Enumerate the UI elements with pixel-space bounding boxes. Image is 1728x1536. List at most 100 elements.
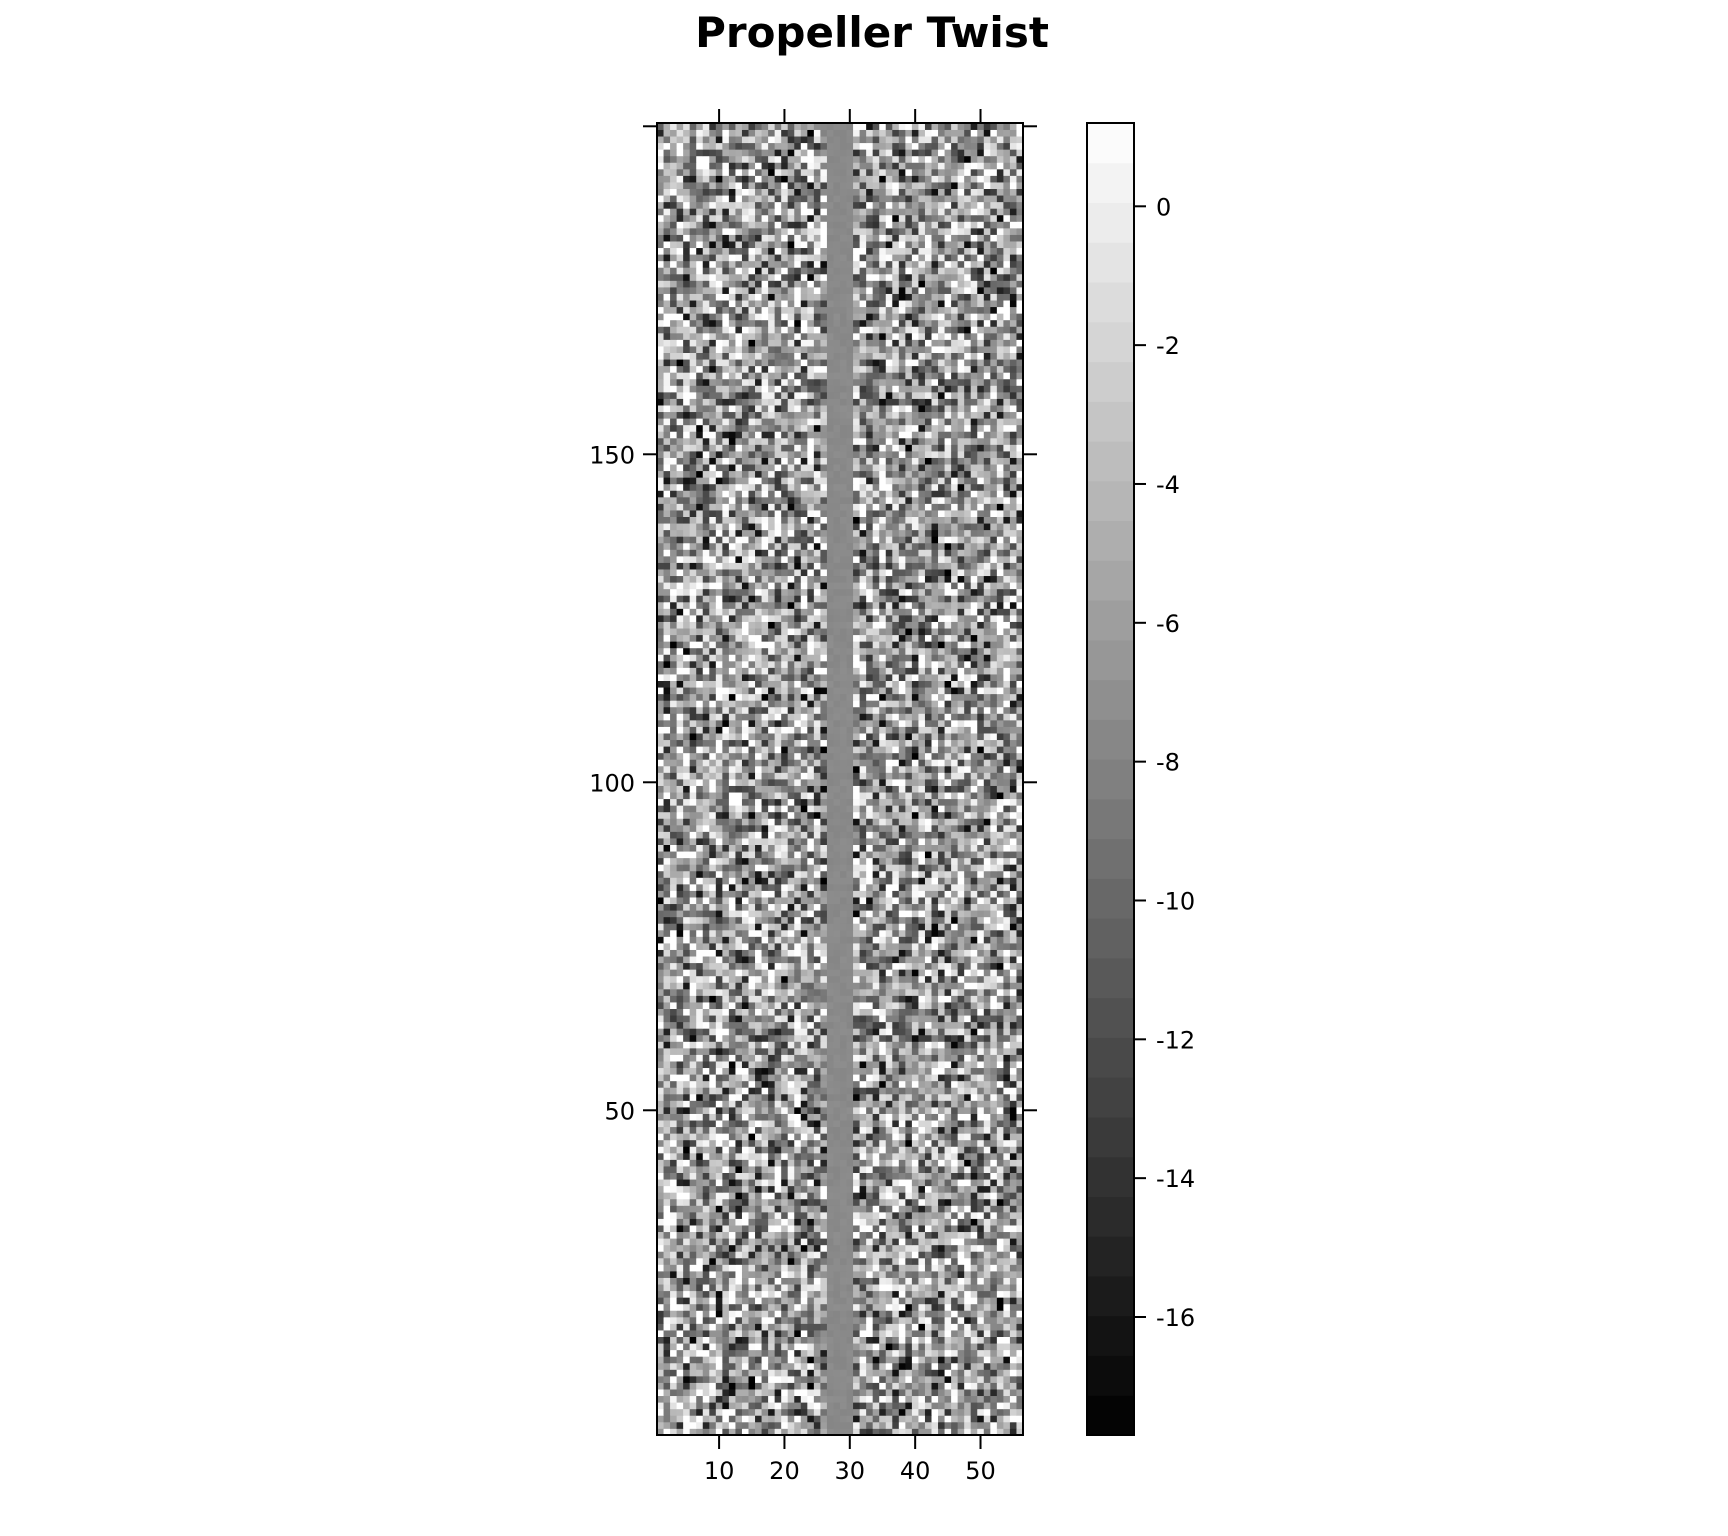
heatmap-cell (728, 1428, 736, 1436)
heatmap-cell (722, 1251, 730, 1259)
heatmap-cell (781, 956, 789, 964)
heatmap-cell (735, 897, 743, 905)
heatmap-cell (872, 1316, 880, 1324)
heatmap-cell (774, 1041, 782, 1049)
heatmap-cell (689, 1047, 697, 1055)
heatmap-cell (1009, 1369, 1017, 1377)
heatmap-cell (853, 1343, 861, 1351)
heatmap-cell (722, 1362, 730, 1370)
heatmap-cell (696, 1100, 704, 1108)
heatmap-cell (905, 1100, 913, 1108)
heatmap-cell (905, 1218, 913, 1226)
heatmap-cell (735, 1002, 743, 1009)
heatmap-cell (728, 877, 736, 885)
heatmap-cell (944, 1277, 952, 1285)
heatmap-cell (931, 949, 939, 957)
heatmap-cell (722, 883, 730, 891)
heatmap-cell (879, 1034, 887, 1042)
heatmap-cell (833, 1159, 841, 1167)
heatmap-cell (905, 1257, 913, 1265)
heatmap-cell (709, 962, 717, 970)
heatmap-cell (1009, 962, 1017, 970)
heatmap-cell (807, 864, 815, 872)
heatmap-cell (872, 1231, 880, 1239)
heatmap-cell (676, 936, 684, 944)
heatmap-cell (859, 1047, 867, 1055)
heatmap-cell (800, 1120, 808, 1128)
heatmap-cell (938, 949, 945, 957)
heatmap-cell (859, 1133, 867, 1141)
heatmap-cell (787, 1192, 795, 1200)
heatmap-cell (924, 1211, 932, 1219)
heatmap-cell (898, 1408, 906, 1416)
heatmap-cell (702, 1231, 710, 1239)
heatmap-cell (931, 1395, 939, 1403)
heatmap-cell (670, 1107, 678, 1114)
heatmap-cell (663, 949, 671, 957)
heatmap-cell (833, 1349, 841, 1357)
heatmap-cell (833, 1054, 841, 1062)
heatmap-cell (938, 1421, 945, 1429)
heatmap-cell (866, 1323, 874, 1331)
heatmap-cell (1009, 1408, 1017, 1416)
heatmap-cell (885, 1369, 893, 1377)
heatmap-cell (905, 916, 913, 924)
heatmap-cell (657, 1021, 664, 1029)
heatmap-cell (689, 1336, 697, 1344)
heatmap-cell (898, 1415, 906, 1423)
heatmap-cell (787, 1074, 795, 1082)
heatmap-cell (1009, 1028, 1017, 1036)
heatmap-cell (1016, 1041, 1024, 1049)
heatmap-cell (911, 1290, 919, 1298)
heatmap-cell (990, 956, 998, 964)
heatmap-cell (768, 1415, 776, 1423)
heatmap-cell (931, 1120, 939, 1128)
heatmap-cell (663, 1356, 671, 1364)
heatmap-cell (840, 1166, 847, 1173)
heatmap-cell (676, 1284, 684, 1292)
heatmap-cell (781, 1047, 789, 1055)
heatmap-cell (866, 1362, 874, 1370)
heatmap-cell (761, 1343, 769, 1351)
heatmap-cell (800, 1185, 808, 1193)
heatmap-cell (696, 1428, 704, 1436)
heatmap-cell (741, 1257, 749, 1265)
heatmap-cell (735, 1054, 743, 1062)
heatmap-cell (670, 1120, 678, 1128)
heatmap-cell (800, 1375, 808, 1383)
heatmap-cell (800, 1323, 808, 1331)
heatmap-cell (964, 1113, 972, 1121)
heatmap-cell (781, 1421, 789, 1429)
heatmap-cell (931, 1074, 939, 1082)
heatmap-cell (657, 1159, 664, 1167)
heatmap-cell (879, 1080, 887, 1088)
heatmap-cell (735, 1061, 743, 1069)
heatmap-cell (722, 962, 730, 970)
heatmap-cell (879, 1113, 887, 1121)
heatmap-cell (892, 949, 900, 957)
heatmap-cell (781, 1113, 789, 1121)
heatmap-cell (931, 1146, 939, 1154)
heatmap-cell (683, 1067, 691, 1075)
heatmap-cell (1003, 1244, 1011, 1252)
heatmap-cell (970, 1054, 978, 1062)
heatmap-cell (1003, 995, 1011, 1003)
heatmap-cell (663, 1021, 671, 1029)
heatmap-cell (741, 1251, 749, 1259)
heatmap-cell (774, 1015, 782, 1023)
heatmap-cell (741, 1041, 749, 1049)
heatmap-cell (820, 1047, 828, 1055)
heatmap-cell (964, 1218, 972, 1226)
heatmap-cell (794, 1231, 802, 1239)
heatmap-cell (820, 1021, 828, 1029)
heatmap-cell (709, 1290, 717, 1298)
heatmap-cell (761, 1297, 769, 1305)
heatmap-cell (663, 870, 671, 878)
heatmap-cell (846, 897, 854, 905)
heatmap-cell (1016, 1415, 1024, 1423)
heatmap-cell (964, 1100, 972, 1108)
heatmap-cell (911, 851, 919, 859)
heatmap-cell (918, 1362, 926, 1370)
heatmap-cell (872, 1251, 880, 1259)
heatmap-cell (768, 1093, 776, 1101)
